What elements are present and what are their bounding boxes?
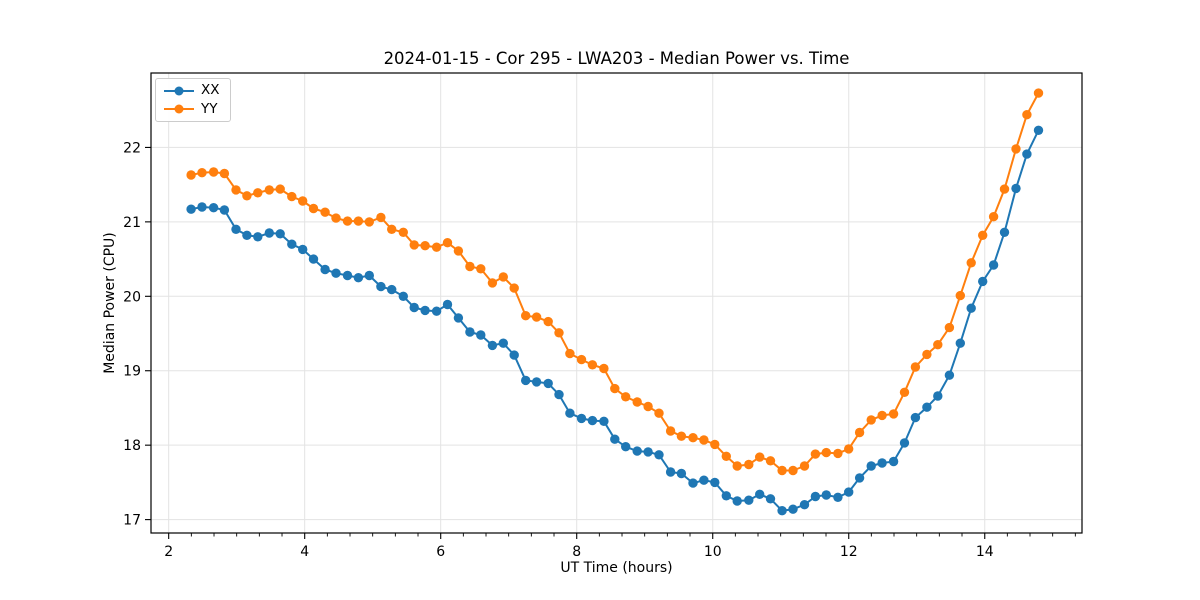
series-xx-line (190, 129, 1040, 512)
legend-marker-xx-icon (164, 86, 194, 96)
grid (151, 73, 1082, 533)
svg-text:4: 4 (300, 544, 309, 560)
series-yy-line (190, 92, 1040, 472)
series-xx-points (186, 125, 1044, 516)
series-xx (186, 125, 1044, 516)
svg-text:2: 2 (164, 544, 173, 560)
y-axis-label: Median Power (CPU) (102, 232, 118, 374)
series-yy-points (186, 88, 1044, 476)
svg-text:10: 10 (704, 544, 722, 560)
y-ticks (145, 146, 151, 521)
legend-label-xx: XX (201, 82, 220, 98)
x-minor-ticks (190, 533, 1076, 537)
series-yy (186, 88, 1044, 476)
svg-text:12: 12 (840, 544, 858, 560)
svg-text:20: 20 (123, 289, 141, 305)
svg-text:18: 18 (123, 438, 141, 454)
legend-item-xx: XX (164, 82, 220, 98)
svg-text:17: 17 (123, 513, 141, 529)
svg-text:8: 8 (572, 544, 581, 560)
svg-text:22: 22 (123, 140, 141, 156)
x-axis-label: UT Time (hours) (560, 560, 673, 576)
svg-text:19: 19 (123, 364, 141, 380)
svg-text:14: 14 (976, 544, 994, 560)
x-ticks (168, 533, 986, 539)
legend-item-yy: YY (164, 100, 220, 117)
y-tick-labels: 17 18 19 20 21 22 (123, 140, 141, 528)
legend: XX YY (155, 78, 231, 122)
legend-label-yy: YY (201, 100, 218, 117)
svg-text:6: 6 (436, 544, 445, 560)
spines (150, 72, 1083, 534)
svg-text:21: 21 (123, 215, 141, 231)
legend-marker-yy-icon (164, 104, 194, 114)
chart-title: 2024-01-15 - Cor 295 - LWA203 - Median P… (383, 49, 850, 68)
x-tick-labels: 2 4 6 8 10 12 14 (164, 544, 994, 560)
